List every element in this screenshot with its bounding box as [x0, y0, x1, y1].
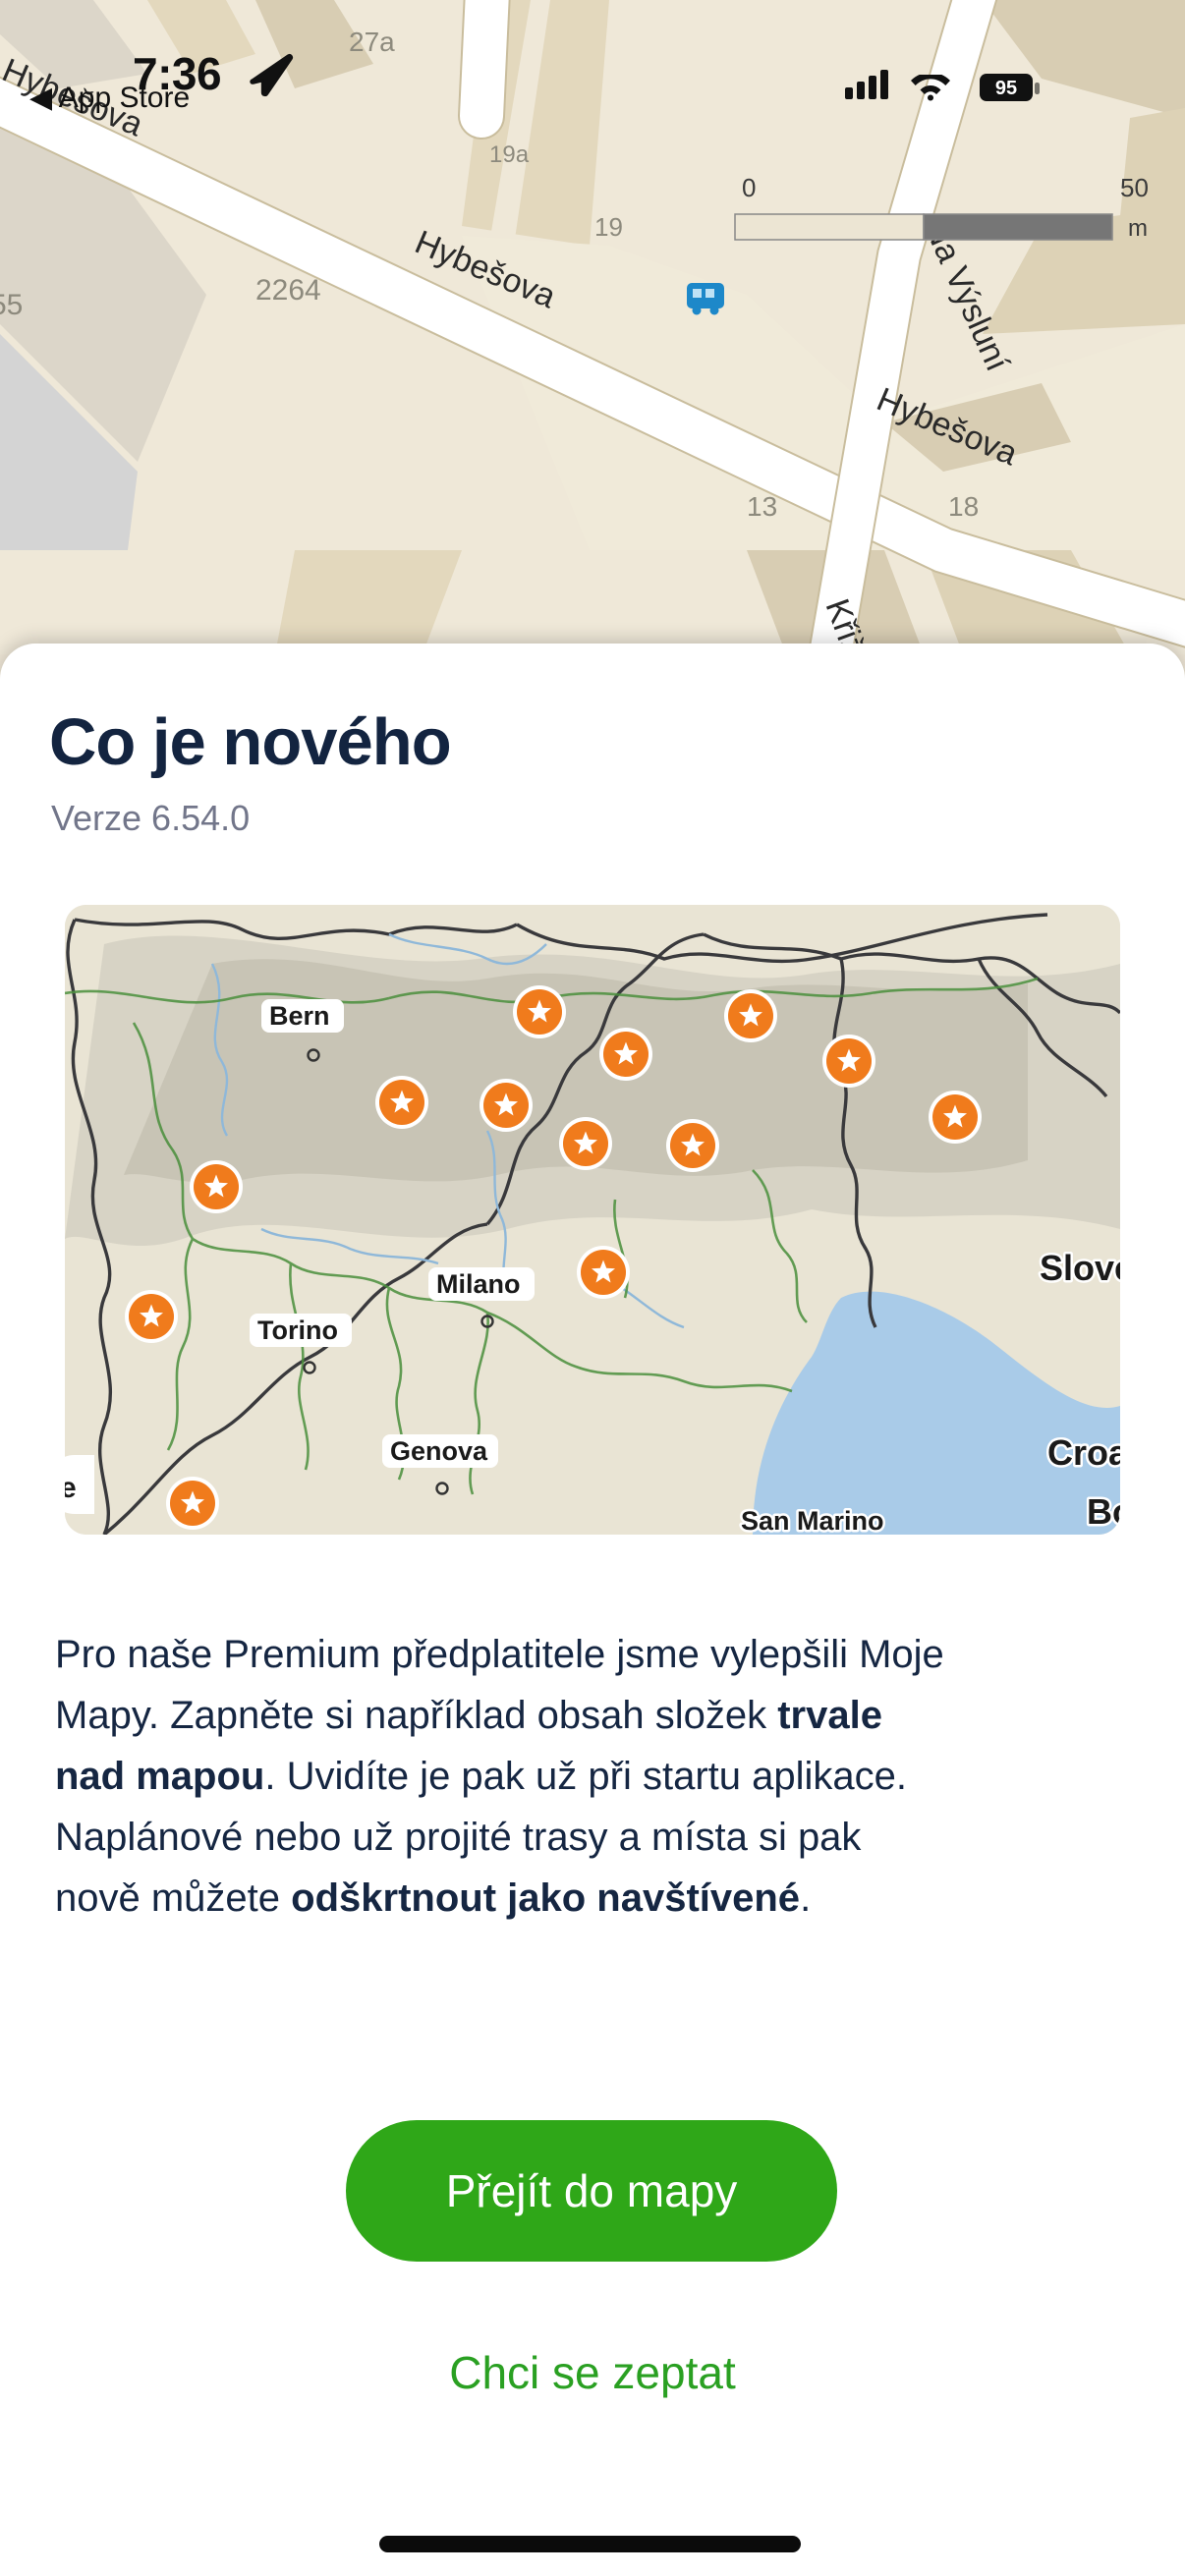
svg-text:Genova: Genova: [390, 1436, 488, 1466]
svg-text:San Marino: San Marino: [741, 1506, 884, 1535]
svg-text:Slovenia: Slovenia: [1040, 1248, 1120, 1288]
svg-text:55: 55: [0, 289, 23, 321]
svg-text:Croatia: Croatia: [1047, 1432, 1120, 1473]
svg-text:13: 13: [747, 491, 777, 522]
svg-text:e: e: [65, 1472, 77, 1504]
svg-text:19a: 19a: [489, 141, 530, 168]
svg-text:19: 19: [594, 212, 623, 242]
svg-text:27a: 27a: [349, 27, 395, 57]
svg-text:m: m: [1128, 215, 1148, 242]
svg-text:Milano: Milano: [436, 1269, 521, 1299]
svg-text:50: 50: [1120, 173, 1149, 202]
svg-text:0: 0: [742, 173, 756, 202]
svg-text:2264: 2264: [255, 274, 321, 307]
svg-text:95: 95: [995, 78, 1017, 99]
svg-text:Bos: Bos: [1087, 1491, 1120, 1532]
svg-text:18: 18: [948, 491, 979, 522]
svg-text:Bern: Bern: [269, 1001, 330, 1031]
svg-text:Torino: Torino: [257, 1316, 338, 1345]
